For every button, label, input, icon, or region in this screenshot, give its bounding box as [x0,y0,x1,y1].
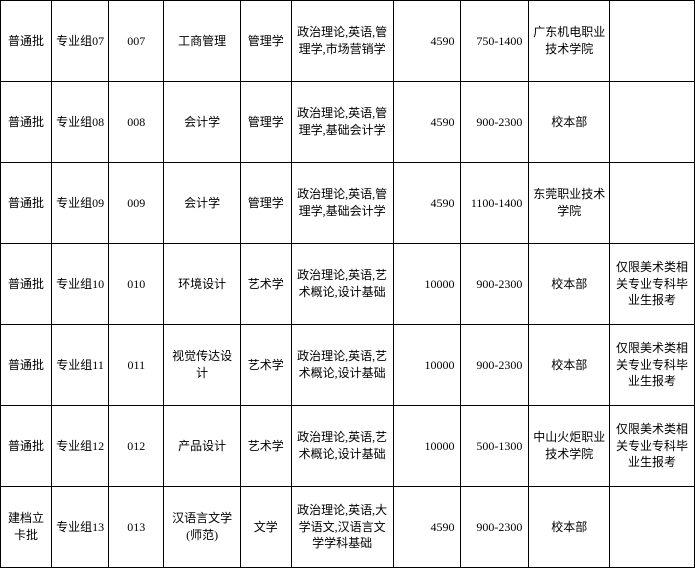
table-cell [610,1,695,82]
table-cell: 011 [109,325,164,406]
table-body: 普通批专业组07007工商管理管理学政治理论,英语,管理学,市场营销学45907… [1,1,695,568]
table-cell: 专业组10 [51,244,108,325]
table-cell: 专业组08 [51,82,108,163]
table-cell: 500-1300 [461,406,529,487]
table-cell: 4590 [393,82,461,163]
table-cell: 008 [109,82,164,163]
table-cell [610,163,695,244]
table-cell: 校本部 [529,244,610,325]
table-cell: 普通批 [1,244,52,325]
table-cell: 产品设计 [164,406,240,487]
table-cell: 专业组11 [51,325,108,406]
table-cell: 普通批 [1,406,52,487]
table-cell: 校本部 [529,325,610,406]
table-cell: 专业组07 [51,1,108,82]
table-cell: 政治理论,英语,艺术概论,设计基础 [291,244,393,325]
table-cell: 专业组13 [51,487,108,568]
table-cell [610,487,695,568]
table-cell: 普通批 [1,325,52,406]
table-cell: 普通批 [1,1,52,82]
table-cell: 政治理论,英语,大学语文,汉语言文学学科基础 [291,487,393,568]
table-cell: 10000 [393,244,461,325]
table-cell: 政治理论,英语,艺术概论,设计基础 [291,325,393,406]
table-cell: 校本部 [529,82,610,163]
table-cell: 007 [109,1,164,82]
table-cell: 4590 [393,1,461,82]
table-cell: 普通批 [1,82,52,163]
table-cell: 政治理论,英语,管理学,基础会计学 [291,163,393,244]
table-cell: 政治理论,英语,管理学,市场营销学 [291,1,393,82]
table-cell: 艺术学 [240,244,291,325]
table-cell: 900-2300 [461,325,529,406]
table-row: 普通批专业组07007工商管理管理学政治理论,英语,管理学,市场营销学45907… [1,1,695,82]
table-row: 普通批专业组08008会计学管理学政治理论,英语,管理学,基础会计学459090… [1,82,695,163]
table-cell: 艺术学 [240,406,291,487]
table-cell: 4590 [393,163,461,244]
table-cell: 013 [109,487,164,568]
table-cell: 建档立卡批 [1,487,52,568]
table-cell: 视觉传达设计 [164,325,240,406]
table-cell: 900-2300 [461,82,529,163]
table-cell: 10000 [393,325,461,406]
table-cell: 专业组12 [51,406,108,487]
table-cell: 会计学 [164,82,240,163]
table-cell: 010 [109,244,164,325]
table-cell: 仅限美术类相关专业专科毕业生报考 [610,406,695,487]
table-cell: 管理学 [240,163,291,244]
table-cell: 政治理论,英语,管理学,基础会计学 [291,82,393,163]
table-cell: 900-2300 [461,487,529,568]
table-cell: 文学 [240,487,291,568]
table-row: 普通批专业组09009会计学管理学政治理论,英语,管理学,基础会计学459011… [1,163,695,244]
table-cell: 政治理论,英语,艺术概论,设计基础 [291,406,393,487]
table-cell: 10000 [393,406,461,487]
table-row: 建档立卡批专业组13013汉语言文学(师范)文学政治理论,英语,大学语文,汉语言… [1,487,695,568]
table-cell: 工商管理 [164,1,240,82]
table-cell: 普通批 [1,163,52,244]
table-row: 普通批专业组10010环境设计艺术学政治理论,英语,艺术概论,设计基础10000… [1,244,695,325]
table-cell: 仅限美术类相关专业专科毕业生报考 [610,244,695,325]
table-cell: 校本部 [529,487,610,568]
table-cell: 900-2300 [461,244,529,325]
table-cell: 4590 [393,487,461,568]
table-cell: 管理学 [240,82,291,163]
table-cell: 专业组09 [51,163,108,244]
table-cell: 中山火炬职业技术学院 [529,406,610,487]
table-cell: 012 [109,406,164,487]
table-cell: 管理学 [240,1,291,82]
table-row: 普通批专业组11011视觉传达设计艺术学政治理论,英语,艺术概论,设计基础100… [1,325,695,406]
table-cell: 750-1400 [461,1,529,82]
table-cell: 仅限美术类相关专业专科毕业生报考 [610,325,695,406]
table-cell: 艺术学 [240,325,291,406]
table-cell: 009 [109,163,164,244]
table-cell: 广东机电职业技术学院 [529,1,610,82]
table-cell: 1100-1400 [461,163,529,244]
table-cell: 会计学 [164,163,240,244]
table-cell: 环境设计 [164,244,240,325]
table-cell [610,82,695,163]
table-row: 普通批专业组12012产品设计艺术学政治理论,英语,艺术概论,设计基础10000… [1,406,695,487]
table-cell: 汉语言文学(师范) [164,487,240,568]
table-cell: 东莞职业技术学院 [529,163,610,244]
data-table: 普通批专业组07007工商管理管理学政治理论,英语,管理学,市场营销学45907… [0,0,695,568]
